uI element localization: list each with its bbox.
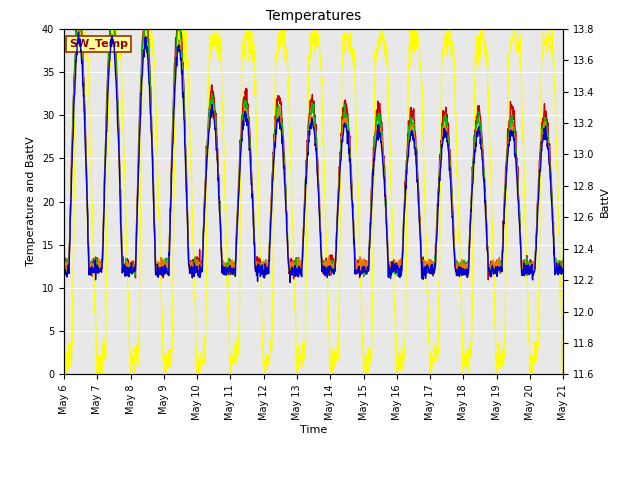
Y-axis label: Temperature and BattV: Temperature and BattV <box>26 137 36 266</box>
Y-axis label: BattV: BattV <box>600 186 610 217</box>
Title: Temperatures: Temperatures <box>266 10 361 24</box>
Text: SW_Temp: SW_Temp <box>69 39 128 49</box>
X-axis label: Time: Time <box>300 425 327 435</box>
